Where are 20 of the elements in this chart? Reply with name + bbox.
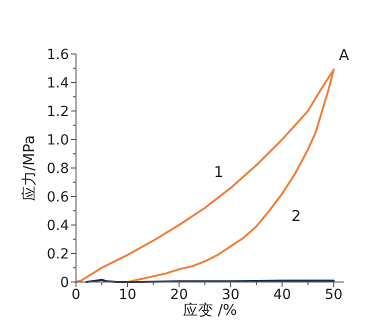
- y-tick-label: 0: [60, 274, 69, 291]
- x-tick-label: 10: [118, 287, 136, 303]
- y-axis-title: 应力/MPa: [20, 135, 38, 201]
- series-label: 1: [214, 163, 224, 182]
- x-axis-title: 应变 /%: [182, 301, 238, 319]
- y-tick-label: 0.4: [46, 218, 70, 234]
- x-tick-label: 30: [222, 287, 240, 303]
- annotation: A: [338, 46, 350, 64]
- x-tick-label: 20: [170, 287, 188, 303]
- series-label: 2: [291, 206, 301, 225]
- y-tick-label: 1.4: [46, 75, 70, 92]
- y-tick-label: 1.2: [46, 104, 69, 120]
- x-tick-label: 0: [72, 287, 80, 303]
- y-tick-label: 0.8: [46, 160, 69, 177]
- y-tick-label: 0.2: [46, 246, 69, 262]
- x-tick-label: 40: [273, 287, 292, 303]
- text: 1.0: [46, 132, 69, 148]
- y-tick-label: 0.6: [46, 189, 70, 206]
- x-tick-label: 50: [324, 287, 343, 303]
- y-tick-label: 1.6: [46, 46, 70, 63]
